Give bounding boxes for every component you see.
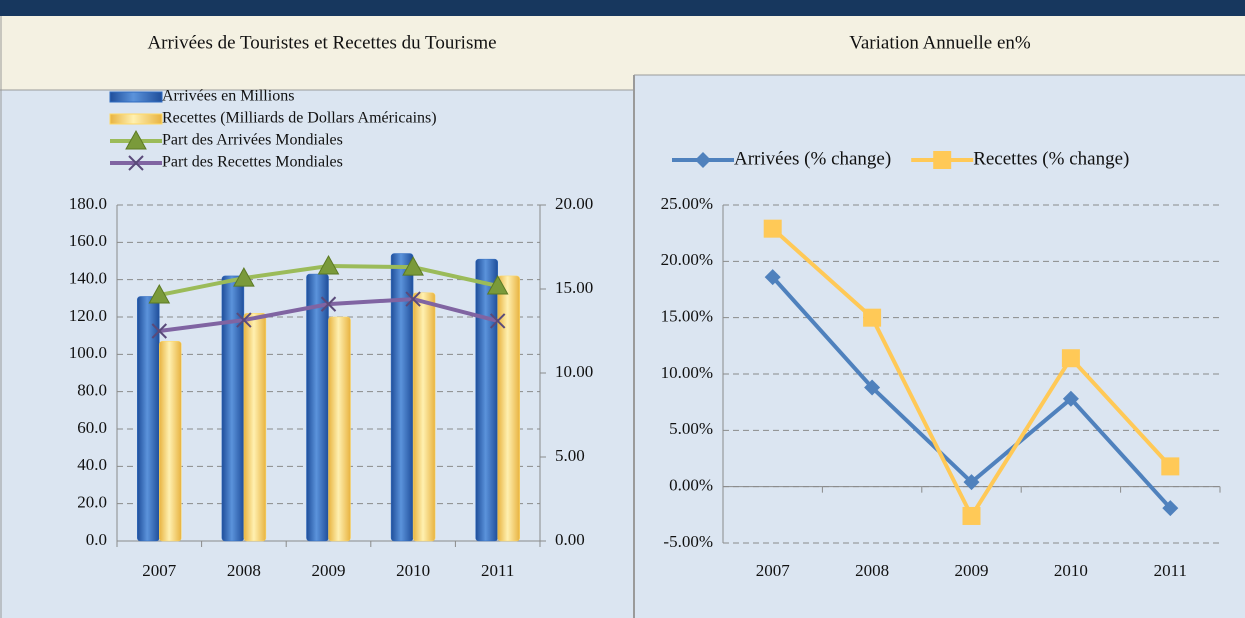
x-tick-label: 2009 xyxy=(312,561,346,580)
y-tick-label: 100.0 xyxy=(69,343,107,362)
marker xyxy=(151,323,168,339)
y-tick-label: 40.0 xyxy=(77,455,107,474)
y2-tick-label: 20.00 xyxy=(555,194,593,213)
x-tick-label: 2011 xyxy=(1154,561,1187,580)
x-tick-label: 2010 xyxy=(1054,561,1088,580)
bar xyxy=(497,275,520,542)
bar xyxy=(243,313,267,542)
marker xyxy=(1062,390,1079,407)
y-tick-label: 60.0 xyxy=(77,418,107,437)
y2-tick-label: 0.00 xyxy=(555,530,585,549)
y-tick-label: 10.00% xyxy=(661,363,713,382)
left-header xyxy=(0,16,634,90)
legend-label: Part des Arrivées Mondiales xyxy=(162,132,343,149)
y2-tick-label: 5.00 xyxy=(555,446,585,465)
chart-title: Arrivées de Touristes et Recettes du Tou… xyxy=(147,32,496,53)
legend-label: Part des Recettes Mondiales xyxy=(162,154,343,171)
y-tick-label: 160.0 xyxy=(69,231,107,250)
marker xyxy=(486,274,509,295)
marker xyxy=(1161,457,1180,476)
right-header xyxy=(634,16,1245,75)
marker xyxy=(962,506,981,525)
y-tick-label: 25.00% xyxy=(661,194,713,213)
y-tick-label: 120.0 xyxy=(69,306,107,325)
marker xyxy=(489,313,506,329)
legend-swatch xyxy=(109,113,163,125)
y-tick-label: 140.0 xyxy=(69,269,107,288)
y-tick-label: 20.0 xyxy=(77,493,107,512)
marker xyxy=(148,284,171,304)
marker xyxy=(317,254,340,275)
marker xyxy=(763,219,782,238)
marker xyxy=(128,155,144,171)
x-tick-label: 2007 xyxy=(756,561,791,580)
marker xyxy=(933,151,952,169)
marker xyxy=(863,308,882,327)
legend-swatch xyxy=(109,91,163,103)
y-tick-label: 20.00% xyxy=(661,250,713,269)
y2-tick-label: 10.00 xyxy=(555,362,593,381)
marker xyxy=(1061,349,1080,368)
legend-label: Recettes (Milliards de Dollars Américain… xyxy=(162,110,437,127)
marker xyxy=(125,129,147,150)
x-tick-label: 2008 xyxy=(227,561,261,580)
marker xyxy=(405,291,421,307)
y-tick-label: 180.0 xyxy=(69,194,107,213)
x-tick-label: 2011 xyxy=(481,561,514,580)
y-tick-label: -5.00% xyxy=(663,532,713,551)
x-tick-label: 2009 xyxy=(955,561,989,580)
y-tick-label: 5.00% xyxy=(669,419,713,438)
x-tick-label: 2007 xyxy=(142,561,177,580)
x-tick-label: 2010 xyxy=(396,561,430,580)
bar xyxy=(475,258,498,542)
marker xyxy=(695,152,711,168)
marker xyxy=(1162,500,1179,517)
y2-tick-label: 15.00 xyxy=(555,278,593,297)
legend-label: Arrivées (% change) xyxy=(734,148,891,169)
top-bar xyxy=(0,0,1245,16)
bar xyxy=(306,273,329,542)
legend-label: Recettes (% change) xyxy=(973,148,1129,169)
bar xyxy=(412,292,436,542)
legend-label: Arrivées en Millions xyxy=(162,88,294,105)
y-tick-label: 0.0 xyxy=(86,530,107,549)
marker xyxy=(320,296,337,312)
marker xyxy=(963,474,980,491)
bar xyxy=(328,316,351,542)
y-tick-label: 15.00% xyxy=(661,307,713,326)
marker xyxy=(764,269,781,286)
x-tick-label: 2008 xyxy=(855,561,889,580)
marker xyxy=(402,256,424,276)
bar xyxy=(159,341,182,542)
marker xyxy=(236,312,252,328)
marker xyxy=(233,267,255,287)
y-tick-label: 0.00% xyxy=(669,476,713,495)
marker xyxy=(864,379,881,396)
chart-title: Variation Annuelle en% xyxy=(849,32,1031,53)
y-tick-label: 80.0 xyxy=(77,381,107,400)
